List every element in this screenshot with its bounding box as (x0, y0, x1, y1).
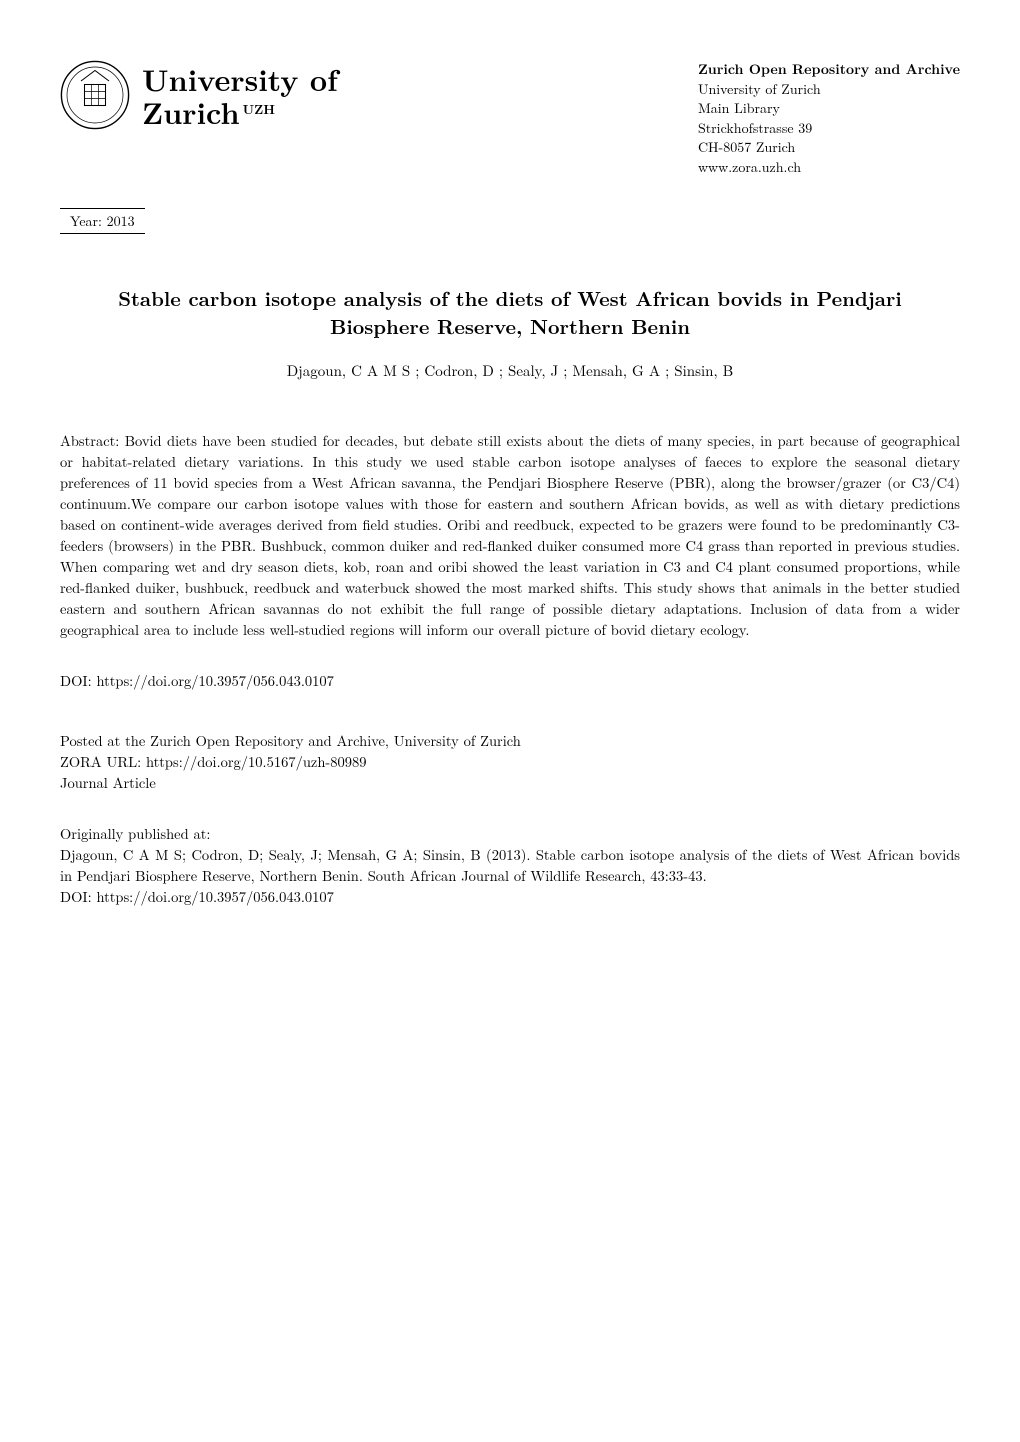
authors: Djagoun, C A M S ; Codron, D ; Sealy, J … (60, 360, 960, 381)
archive-line: Main Library (698, 99, 960, 119)
originally-doi-label: DOI: (60, 887, 92, 907)
university-seal-icon (60, 60, 130, 130)
archive-url[interactable]: www.zora.uzh.ch (698, 158, 960, 178)
header-section: University of Zurich UZH Zurich Open Rep… (60, 60, 960, 178)
posted-line1: Posted at the Zurich Open Repository and… (60, 731, 960, 752)
originally-doi-link[interactable]: https://doi.org/10.3957/056.043.0107 (96, 887, 333, 907)
university-name: University of Zurich UZH (142, 62, 338, 128)
paper-title: Stable carbon isotope analysis of the di… (60, 284, 960, 340)
university-suffix: UZH (243, 102, 275, 116)
archive-info: Zurich Open Repository and Archive Unive… (698, 60, 960, 178)
posted-line3: Journal Article (60, 773, 960, 794)
archive-line: Strickhofstrasse 39 (698, 119, 960, 139)
zora-url-link[interactable]: https://doi.org/10.5167/uzh-80989 (146, 752, 366, 772)
university-name-line2: Zurich UZH (142, 95, 338, 128)
doi-label: DOI: (60, 671, 92, 691)
archive-line: CH-8057 Zurich (698, 138, 960, 158)
university-name-zurich: Zurich (142, 95, 240, 128)
zora-url-label: ZORA URL: (60, 752, 141, 772)
year-label: Year: 2013 (70, 211, 135, 231)
logo-area: University of Zurich UZH (60, 60, 338, 130)
year-box: Year: 2013 (60, 208, 145, 234)
originally-section: Originally published at: Djagoun, C A M … (60, 824, 960, 908)
originally-label: Originally published at: (60, 824, 960, 845)
abstract-text: Bovid diets have been studied for decade… (60, 431, 960, 640)
originally-citation: Djagoun, C A M S; Codron, D; Sealy, J; M… (60, 845, 960, 887)
abstract: Abstract: Bovid diets have been studied … (60, 431, 960, 641)
doi-link[interactable]: https://doi.org/10.3957/056.043.0107 (96, 671, 333, 691)
doi-section: DOI: https://doi.org/10.3957/056.043.010… (60, 671, 960, 691)
posted-line2: ZORA URL: https://doi.org/10.5167/uzh-80… (60, 752, 960, 773)
posted-section: Posted at the Zurich Open Repository and… (60, 731, 960, 794)
archive-line: University of Zurich (698, 80, 960, 100)
originally-doi: DOI: https://doi.org/10.3957/056.043.010… (60, 887, 960, 908)
abstract-label: Abstract: (60, 431, 119, 451)
archive-title: Zurich Open Repository and Archive (698, 60, 960, 80)
